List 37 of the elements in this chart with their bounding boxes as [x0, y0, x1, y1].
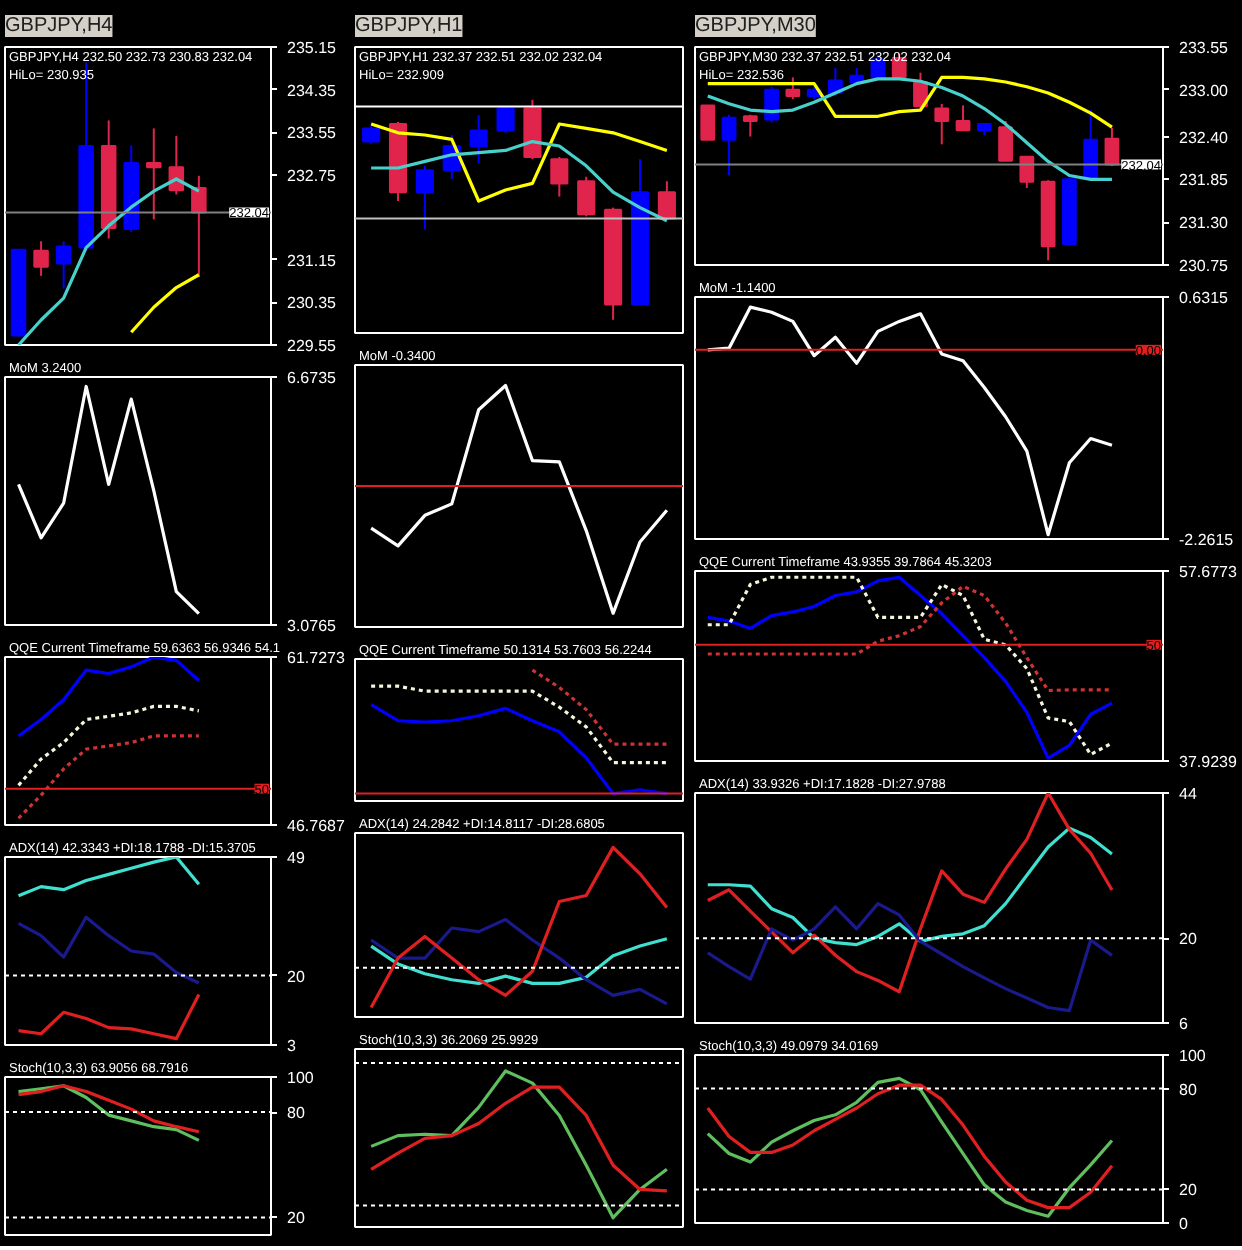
y-tick-label: 37.9239	[1179, 753, 1238, 771]
y-tick-label: 46.7687	[287, 817, 346, 835]
y-tick-label: 230.75	[1179, 257, 1230, 275]
chart-title: GBPJPY,M30	[695, 15, 817, 37]
y-tick-label: 234.35	[287, 81, 338, 100]
y-tick-label: 233.55	[287, 124, 338, 143]
y-tick-label: 232.75	[287, 166, 338, 185]
y-tick-label: 231.15	[287, 251, 338, 270]
chart-title: GBPJPY,H1	[355, 15, 464, 37]
y-tick-label: 3.0765	[287, 617, 338, 635]
y-tick-label: 20	[1179, 930, 1198, 949]
y-tick-label: 20	[287, 967, 306, 986]
y-tick-label: 57.6773	[1179, 563, 1238, 581]
y-tick-label: 100	[287, 1069, 315, 1087]
y-tick-label: 80	[287, 1104, 306, 1123]
y-tick-label: 230.35	[287, 294, 338, 313]
y-tick-label: 232.40	[1179, 128, 1230, 147]
y-tick-label: 235.15	[287, 39, 338, 57]
y-tick-label: 233.00	[1179, 81, 1230, 100]
y-tick-label: 49	[287, 849, 306, 867]
chart-title: GBPJPY,H4	[5, 15, 114, 37]
y-tick-label: 0	[1179, 1215, 1189, 1233]
y-tick-label: 231.30	[1179, 214, 1230, 233]
y-tick-label: 0.6315	[1179, 289, 1230, 307]
y-tick-label: 229.55	[287, 337, 338, 355]
y-tick-label: 20	[287, 1209, 306, 1228]
y-tick-label: 6	[1179, 1015, 1189, 1033]
y-tick-label: 100	[1179, 1047, 1207, 1065]
y-tick-label: 20	[1179, 1181, 1198, 1200]
y-tick-label: 231.85	[1179, 171, 1230, 190]
y-tick-label: -2.2615	[1179, 531, 1235, 549]
y-tick-label: 6.6735	[287, 369, 338, 387]
y-tick-label: 44	[1179, 785, 1198, 803]
y-tick-label: 80	[1179, 1080, 1198, 1099]
y-tick-label: 61.7273	[287, 649, 346, 667]
y-tick-label: 3	[287, 1037, 297, 1055]
y-tick-label: 233.55	[1179, 39, 1230, 57]
